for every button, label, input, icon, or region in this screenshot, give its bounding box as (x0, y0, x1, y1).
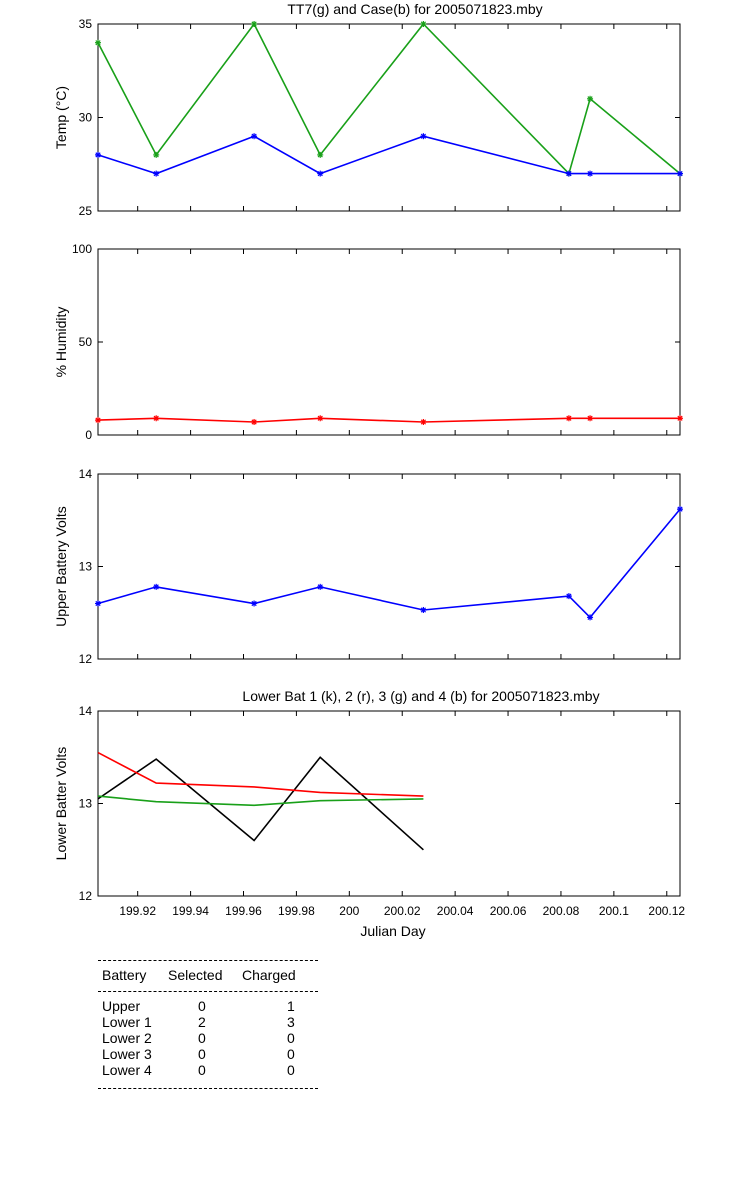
table-row: Lower 4 0 0 (98, 1062, 318, 1078)
row-battery-name: Upper (102, 998, 141, 1014)
chart-title-1: TT7(g) and Case(b) for 2005071823.mby (287, 1, 542, 17)
row-charged-value: 0 (287, 1030, 295, 1046)
data-point-marker (677, 415, 683, 422)
data-point-marker (677, 170, 683, 177)
y-tick-label: 14 (79, 467, 93, 481)
series-line-4-1 (97, 756, 424, 851)
y-tick-label: 12 (79, 652, 93, 666)
data-point-marker (587, 415, 594, 422)
series-line-4-3 (97, 795, 424, 807)
table-rule-bottom (98, 1088, 318, 1089)
x-tick-label: 199.98 (278, 904, 315, 918)
data-point-marker (251, 600, 258, 607)
battery-table: Battery Selected Charged Upper 0 1 Lower… (98, 960, 318, 1089)
data-point-marker (587, 170, 594, 177)
row-battery-name: Lower 3 (102, 1046, 152, 1062)
chart-title-4: Lower Bat 1 (k), 2 (r), 3 (g) and 4 (b) … (242, 688, 599, 704)
table-rule-top (98, 960, 318, 961)
row-battery-name: Lower 1 (102, 1014, 152, 1030)
row-selected-value: 2 (198, 1014, 206, 1030)
x-tick-label: 200.06 (490, 904, 527, 918)
row-charged-value: 3 (287, 1014, 295, 1030)
table-header-row: Battery Selected Charged (98, 967, 318, 983)
data-point-marker (153, 415, 160, 422)
data-point-marker (317, 415, 324, 422)
y-tick-label: 100 (72, 242, 92, 256)
data-point-marker (420, 21, 427, 27)
series-line-3-1 (97, 508, 681, 619)
data-point-marker (95, 151, 101, 158)
data-point-marker (153, 583, 160, 590)
series-line-1-1 (97, 22, 681, 176)
y-tick-label: 25 (79, 204, 93, 218)
data-point-marker (251, 418, 258, 425)
y-tick-label: 30 (79, 111, 93, 125)
row-selected-value: 0 (198, 1046, 206, 1062)
data-point-marker (251, 133, 258, 140)
plot-frame-2 (97, 248, 681, 436)
data-point-marker (677, 506, 683, 513)
plot-frame-1 (97, 23, 681, 212)
data-point-marker (587, 614, 594, 621)
x-tick-label: 200.1 (599, 904, 629, 918)
x-tick-label: 199.96 (225, 904, 262, 918)
y-tick-label: 12 (79, 889, 93, 903)
data-point-marker (95, 417, 101, 424)
x-tick-label: 200.04 (437, 904, 474, 918)
data-point-marker (153, 170, 160, 177)
header-battery: Battery (102, 967, 147, 983)
y-tick-label: 50 (79, 335, 93, 349)
y-axis-label-1: Temp (°C) (53, 86, 69, 149)
table-row: Lower 3 0 0 (98, 1046, 318, 1062)
x-tick-label: 200.12 (648, 904, 685, 918)
series-line-1-2 (97, 135, 680, 175)
data-point-marker (153, 151, 160, 158)
y-tick-label: 13 (79, 797, 93, 811)
data-point-marker (251, 21, 258, 27)
x-tick-label: 200.02 (384, 904, 421, 918)
data-point-marker (587, 95, 594, 102)
row-charged-value: 1 (287, 998, 295, 1014)
y-tick-label: 13 (79, 560, 93, 574)
data-point-marker (317, 151, 324, 158)
data-point-marker (420, 418, 427, 425)
table-rule-middle (98, 991, 318, 992)
data-point-marker (95, 600, 101, 607)
x-tick-label: 199.92 (119, 904, 156, 918)
row-charged-value: 0 (287, 1062, 295, 1078)
series-line-2-1 (97, 417, 680, 423)
row-battery-name: Lower 2 (102, 1030, 152, 1046)
header-selected: Selected (168, 967, 223, 983)
series-line-4-2 (97, 751, 424, 797)
plot-frame-3 (97, 473, 681, 660)
x-tick-label: 199.94 (172, 904, 209, 918)
row-selected-value: 0 (198, 998, 206, 1014)
y-axis-label-3: Upper Battery Volts (53, 506, 69, 627)
header-charged: Charged (242, 967, 296, 983)
x-axis-label: Julian Day (360, 923, 425, 939)
data-point-marker (565, 170, 572, 177)
x-tick-label: 200 (339, 904, 359, 918)
y-tick-label: 35 (79, 17, 93, 31)
data-point-marker (420, 606, 427, 613)
table-row: Lower 2 0 0 (98, 1030, 318, 1046)
row-selected-value: 0 (198, 1062, 206, 1078)
data-point-marker (95, 39, 101, 46)
y-tick-label: 14 (79, 704, 93, 718)
y-axis-label-4: Lower Batter Volts (53, 747, 69, 861)
data-point-marker (565, 415, 572, 422)
table-row: Lower 1 2 3 (98, 1014, 318, 1030)
y-axis-label-2: % Humidity (53, 307, 69, 378)
data-point-marker (565, 593, 572, 600)
x-tick-label: 200.08 (543, 904, 580, 918)
data-point-marker (317, 170, 324, 177)
y-tick-label: 0 (85, 428, 92, 442)
row-selected-value: 0 (198, 1030, 206, 1046)
data-point-marker (317, 583, 324, 590)
data-point-marker (420, 133, 427, 140)
row-charged-value: 0 (287, 1046, 295, 1062)
table-row: Upper 0 1 (98, 998, 318, 1014)
row-battery-name: Lower 4 (102, 1062, 152, 1078)
